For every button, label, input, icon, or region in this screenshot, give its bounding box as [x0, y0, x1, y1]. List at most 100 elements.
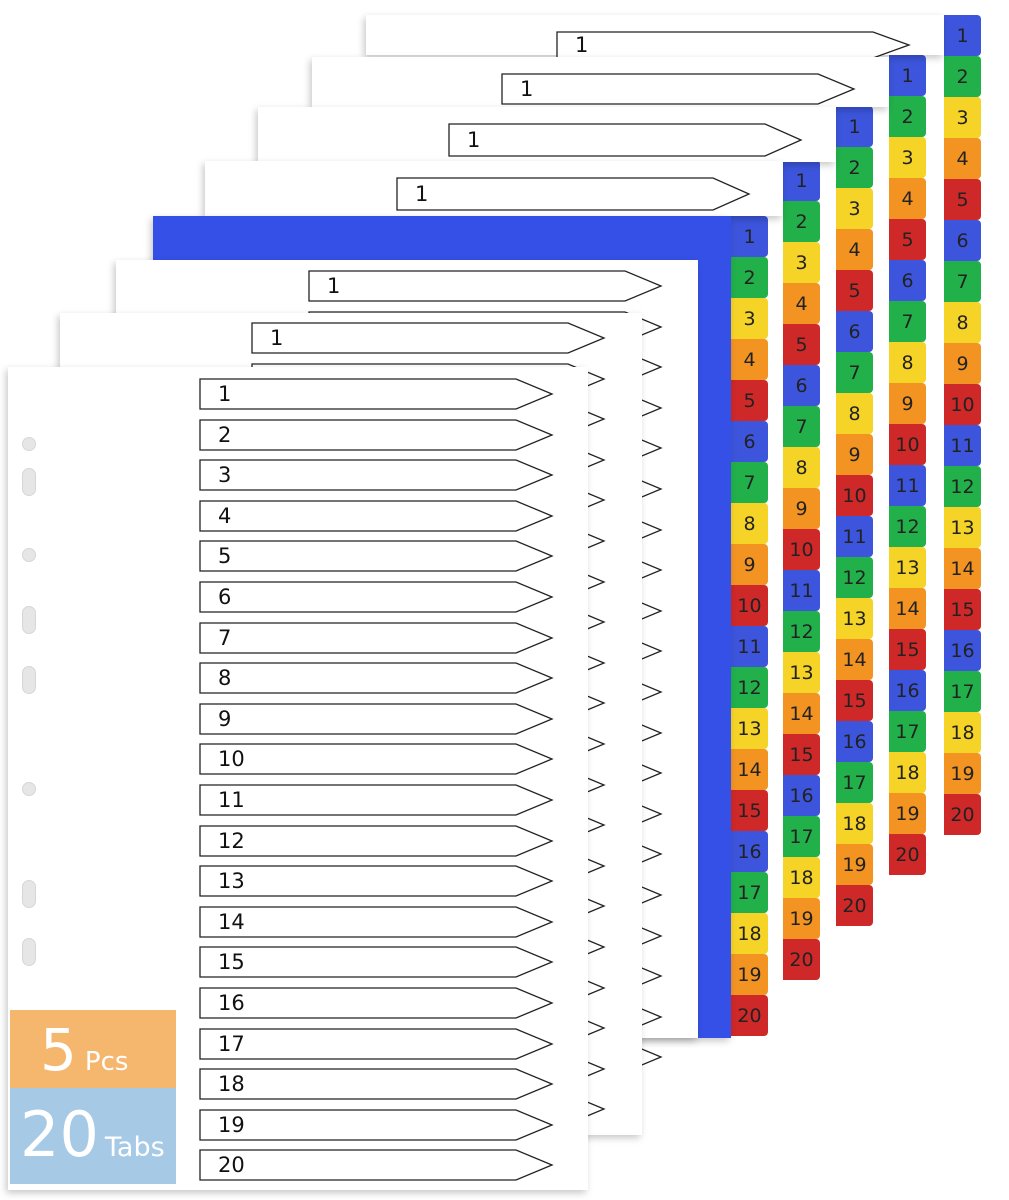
divider-tab: 3 [836, 188, 873, 229]
divider-tab: 14 [731, 749, 768, 790]
divider-tab: 11 [944, 425, 981, 466]
tab-count-badge: 20 Tabs [10, 1088, 176, 1184]
divider-tab: 5 [783, 324, 820, 365]
divider-tab: 8 [889, 342, 926, 383]
label-arrow [199, 1109, 554, 1141]
divider-tab: 19 [944, 753, 981, 794]
divider-tab: 6 [783, 365, 820, 406]
label-arrow [199, 703, 554, 735]
label-number: 4 [218, 503, 232, 528]
divider-tab: 2 [836, 147, 873, 188]
tab-strip-3: 1 2 3 4 5 6 7 8 9 10 11 12 13 14 15 16 17 18 19 20 [836, 106, 873, 926]
divider-tab: 4 [783, 283, 820, 324]
divider-tab: 14 [836, 639, 873, 680]
label-arrow [199, 743, 554, 776]
divider-tab: 12 [944, 466, 981, 507]
divider-tab: 8 [944, 302, 981, 343]
label-arrow [199, 824, 554, 857]
punch-hole [22, 666, 36, 694]
divider-tab: 17 [944, 671, 981, 712]
divider-tab: 2 [783, 201, 820, 242]
label-number: 5 [218, 544, 232, 569]
label-number: 15 [218, 950, 245, 975]
tab-strip-1: 1 2 3 4 5 6 7 8 9 10 11 12 13 14 15 16 17 18 19 20 [944, 15, 981, 835]
label-arrow [199, 1027, 554, 1060]
quantity-unit: Pcs [84, 1047, 129, 1077]
divider-tab: 20 [836, 885, 873, 926]
divider-tab: 13 [889, 547, 926, 588]
divider-tab: 6 [731, 421, 768, 462]
divider-tab: 13 [944, 507, 981, 548]
label-arrow [199, 500, 554, 532]
punch-hole [22, 468, 36, 496]
divider-tab: 6 [836, 311, 873, 352]
label-arrow [448, 123, 803, 157]
divider-tab: 18 [783, 857, 820, 898]
label-number: 1 [218, 382, 232, 406]
label-number: 18 [218, 1072, 245, 1097]
divider-tab: 9 [783, 488, 820, 529]
divider-tab: 10 [836, 475, 873, 516]
divider-tab: 2 [944, 56, 981, 97]
divider-tab: 7 [731, 462, 768, 503]
divider-tab: 1 [944, 15, 981, 56]
label-arrow [199, 621, 554, 654]
divider-tab: 8 [783, 447, 820, 488]
divider-tab: 10 [731, 585, 768, 626]
divider-tab: 20 [944, 794, 981, 835]
divider-tab: 10 [944, 384, 981, 425]
divider-tab: 17 [889, 711, 926, 752]
label-arrow [199, 906, 554, 938]
divider-tab: 12 [889, 506, 926, 547]
divider-tab: 3 [731, 298, 768, 339]
divider-tab: 5 [944, 179, 981, 220]
divider-tab: 5 [889, 219, 926, 260]
label-number: 6 [218, 585, 232, 609]
punch-hole [22, 782, 36, 796]
divider-tab: 19 [889, 793, 926, 834]
label-number: 20 [218, 1153, 245, 1178]
label-number: 1 [270, 326, 284, 350]
label-arrow [199, 581, 554, 613]
divider-tab: 4 [836, 229, 873, 270]
divider-tab: 4 [944, 138, 981, 179]
divider-tab: 16 [783, 775, 820, 816]
label-number: 9 [218, 706, 232, 731]
label-arrow [556, 31, 911, 59]
label-arrow [199, 987, 554, 1019]
divider-tab: 7 [944, 261, 981, 302]
label-number: 1 [575, 33, 589, 57]
label-number: 2 [218, 422, 232, 447]
divider-tab: 9 [731, 544, 768, 585]
divider-tab: 15 [836, 680, 873, 721]
divider-tab: 4 [889, 178, 926, 219]
quantity-badge: 5 Pcs [10, 1010, 176, 1088]
divider-tab: 1 [889, 55, 926, 96]
divider-tab: 14 [783, 693, 820, 734]
divider-tab: 2 [889, 96, 926, 137]
label-number: 11 [218, 788, 245, 812]
divider-tab: 18 [944, 712, 981, 753]
divider-tab: 7 [836, 352, 873, 393]
divider-tab: 8 [836, 393, 873, 434]
label-arrow [199, 418, 554, 451]
divider-tab: 15 [783, 734, 820, 775]
label-number: 1 [415, 182, 429, 206]
divider-tab: 7 [889, 301, 926, 342]
divider-tab: 3 [783, 242, 820, 283]
divider-tab: 15 [889, 629, 926, 670]
label-arrow [199, 540, 554, 573]
punch-hole [22, 880, 36, 908]
label-arrow [251, 322, 606, 354]
divider-tab: 16 [889, 670, 926, 711]
divider-tab: 16 [944, 630, 981, 671]
divider-tab: 6 [889, 260, 926, 301]
divider-tab: 2 [731, 257, 768, 298]
divider-tab: 20 [889, 834, 926, 875]
divider-tab: 20 [783, 939, 820, 980]
tab-count-unit: Tabs [104, 1132, 165, 1163]
divider-tab: 12 [731, 667, 768, 708]
divider-tab: 9 [836, 434, 873, 475]
divider-tab: 10 [889, 424, 926, 465]
label-number: 1 [327, 274, 341, 298]
